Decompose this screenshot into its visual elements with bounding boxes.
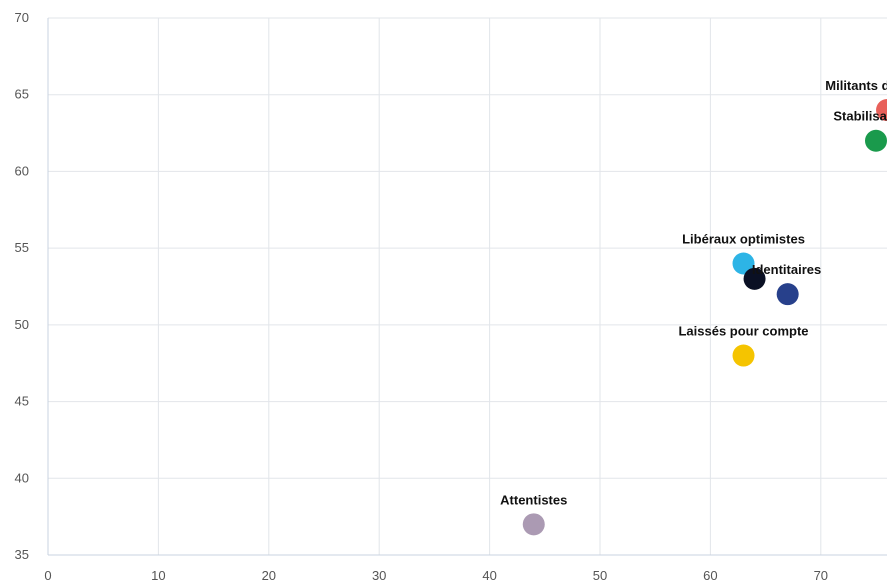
x-tick-label-0: 0 [44, 568, 51, 583]
y-tick-label-50: 50 [15, 317, 29, 332]
x-tick-label-40: 40 [482, 568, 496, 583]
data-point-5 [732, 344, 755, 367]
x-tick-label-20: 20 [262, 568, 276, 583]
point-label-5: Laissés pour compte [678, 324, 808, 339]
y-tick-label-70: 70 [15, 10, 29, 25]
y-tick-label-45: 45 [15, 394, 29, 409]
y-tick-label-55: 55 [15, 240, 29, 255]
point-label-3: Identitaires [752, 262, 821, 277]
x-tick-label-70: 70 [814, 568, 828, 583]
y-tick-label-35: 35 [15, 547, 29, 562]
data-points [522, 99, 887, 536]
point-labels: Militants désabusés Stabilisateurs Libérau… [500, 78, 887, 507]
y-tick-label-60: 60 [15, 163, 29, 178]
y-tick-label-65: 65 [15, 87, 29, 102]
x-tick-label-50: 50 [593, 568, 607, 583]
data-point-3 [743, 267, 766, 290]
data-point-0 [876, 99, 887, 122]
axes [47, 18, 887, 556]
data-point-2 [732, 252, 755, 275]
y-tick-label-40: 40 [15, 470, 29, 485]
point-label-2: Libéraux optimistes [682, 231, 805, 246]
tick-labels: 0 10 20 30 40 50 60 70 35 40 45 50 55 60 65 70 [15, 10, 829, 583]
data-point-6 [522, 513, 545, 536]
point-label-1: Stabilisateurs [833, 109, 887, 124]
point-label-0: Militants désabusés [825, 78, 887, 93]
data-point-4 [776, 283, 799, 306]
x-tick-label-60: 60 [703, 568, 717, 583]
x-tick-label-10: 10 [151, 568, 165, 583]
data-point-1 [865, 129, 887, 152]
grid [48, 17, 887, 555]
point-label-6: Attentistes [500, 492, 567, 507]
x-tick-label-30: 30 [372, 568, 386, 583]
